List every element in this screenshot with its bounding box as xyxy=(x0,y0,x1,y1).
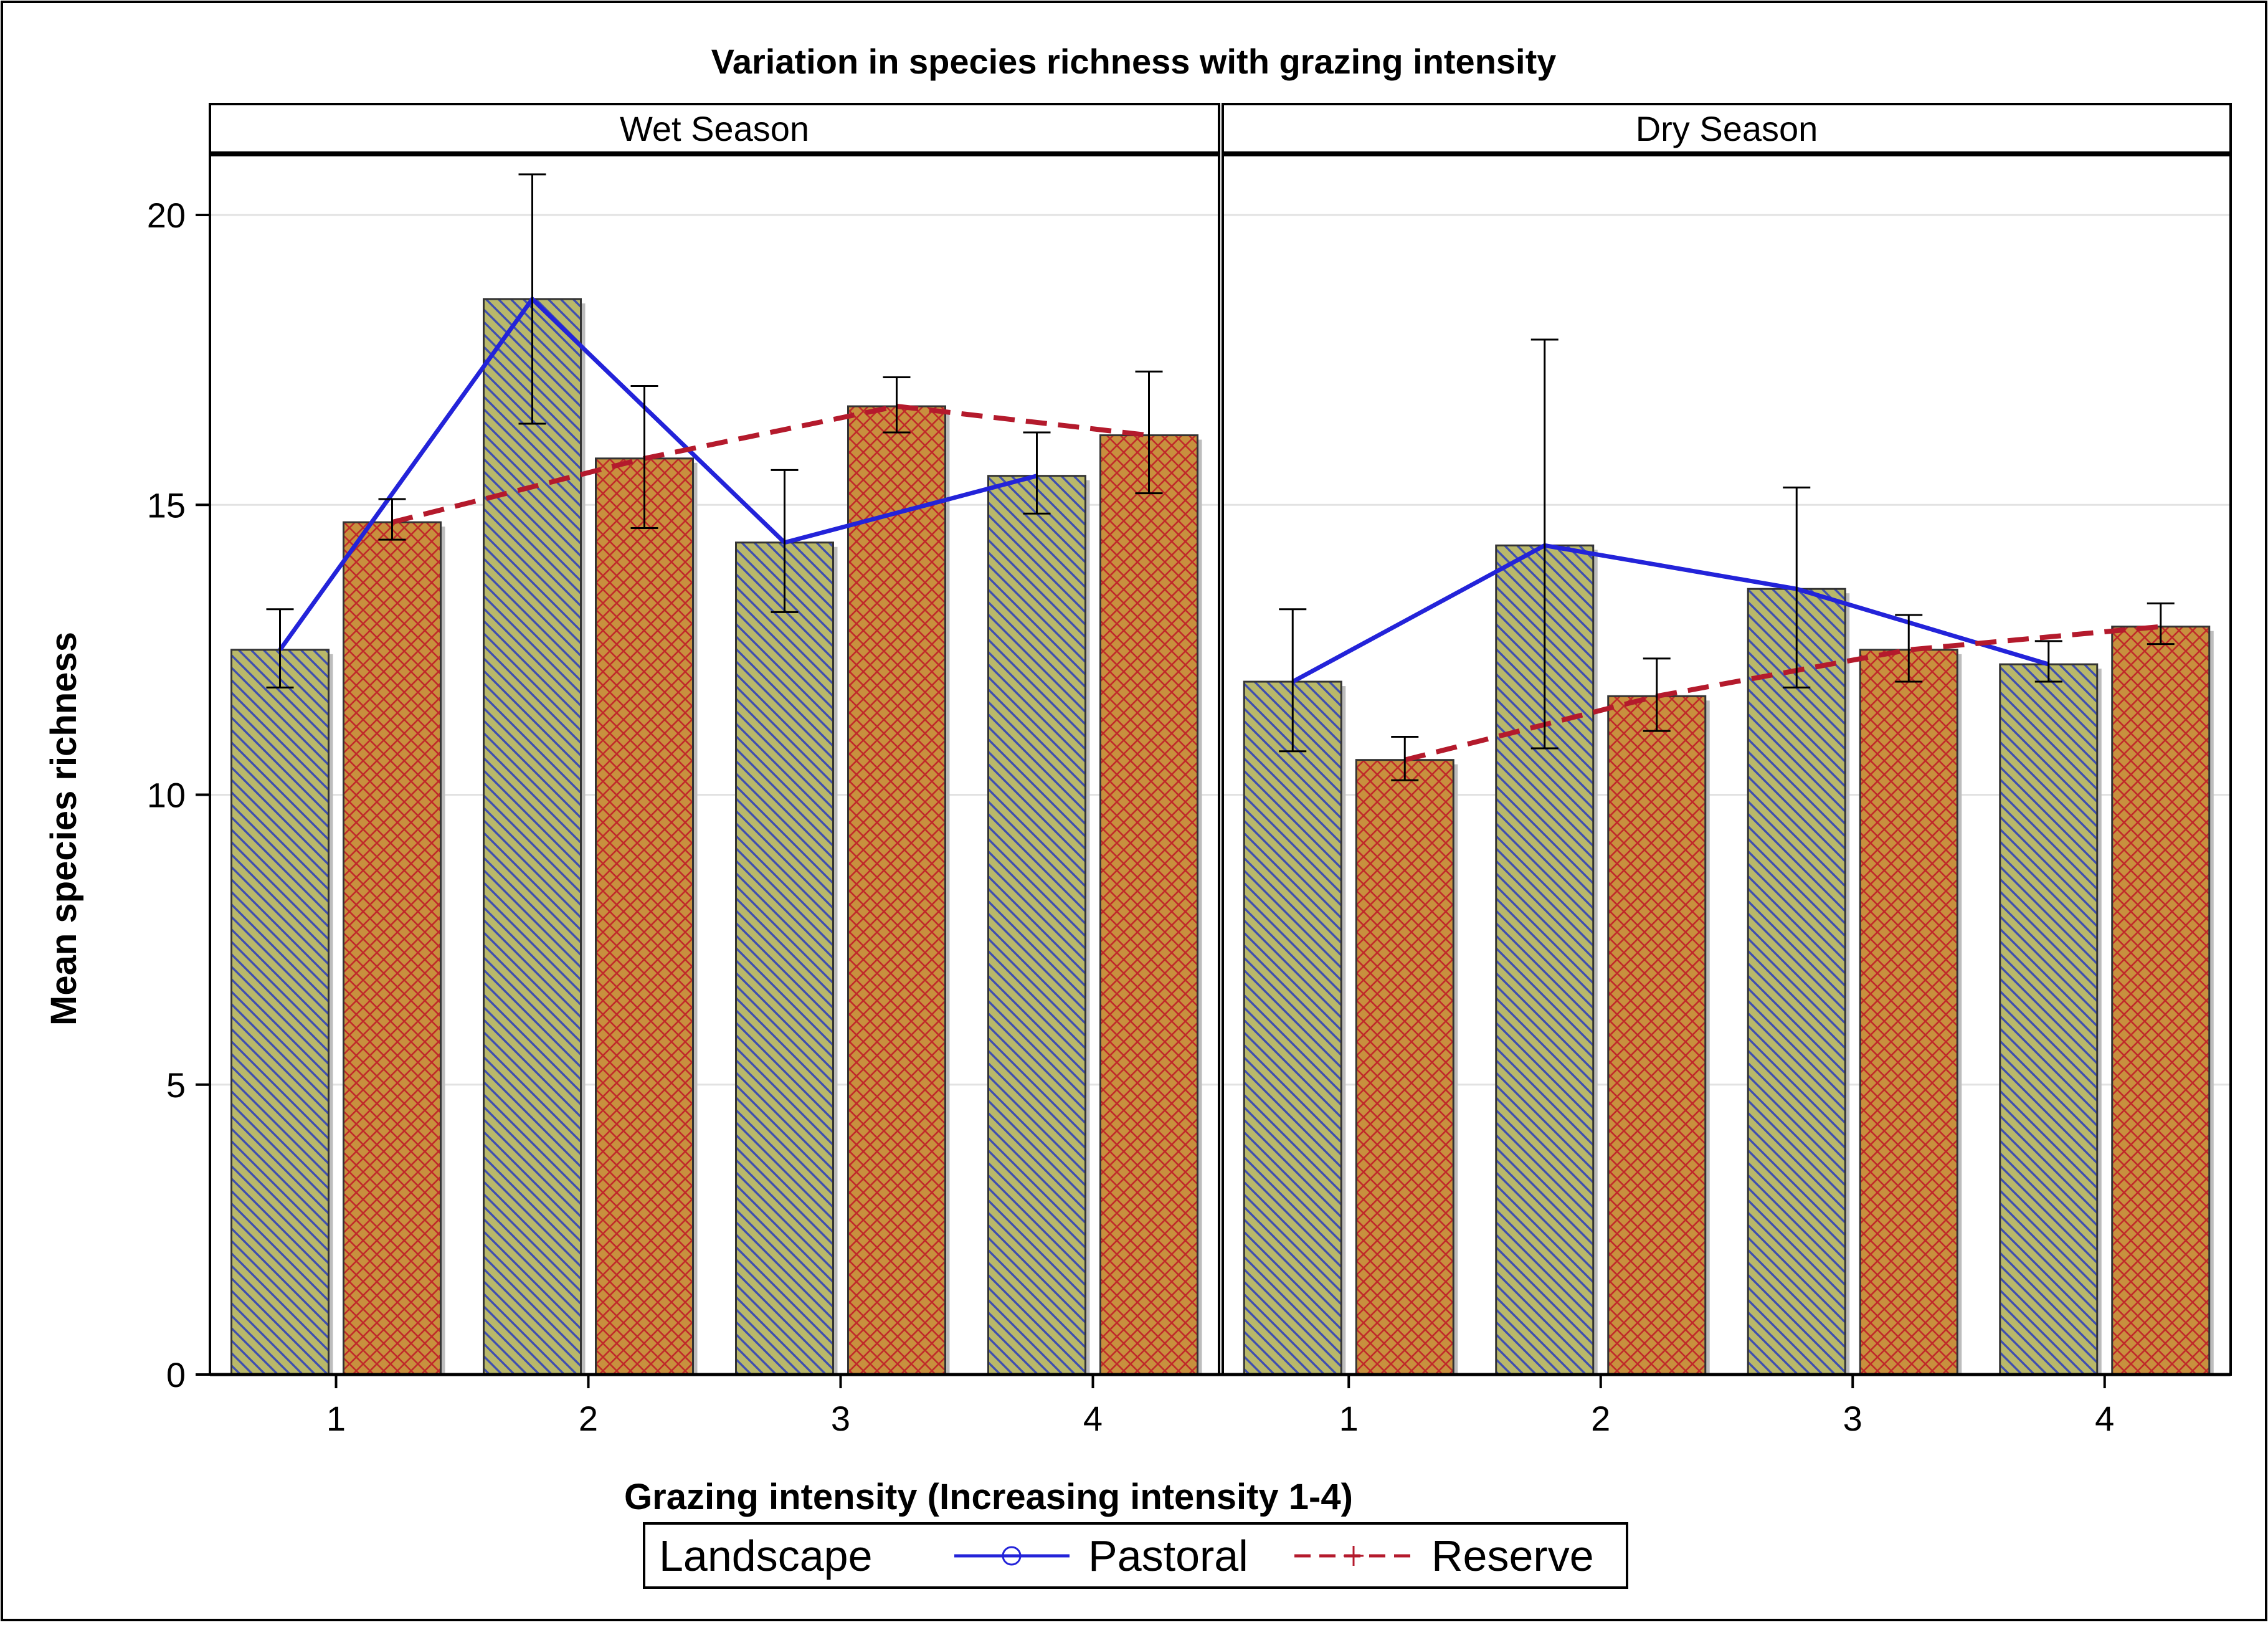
y-tick-label: 10 xyxy=(147,776,186,815)
bar-pastoral xyxy=(987,475,1086,1376)
x-tick-label: 4 xyxy=(2095,1399,2114,1438)
bar-reserve xyxy=(1607,695,1707,1376)
line-reserve xyxy=(391,404,1149,525)
panel-header-wet: Wet Season xyxy=(209,103,1220,154)
legend-box xyxy=(643,1522,1628,1589)
bar-pastoral xyxy=(1747,588,1846,1376)
bar-reserve xyxy=(2111,626,2211,1376)
bar-pastoral xyxy=(735,541,834,1376)
legend: Landscape Pastoral Reserve xyxy=(643,1522,1628,1589)
error-bars xyxy=(266,173,2175,781)
bar-pastoral xyxy=(1999,663,2099,1376)
line-pastoral xyxy=(1291,543,2049,684)
y-tick-label: 5 xyxy=(166,1065,186,1105)
y-axis-label: Mean species richness xyxy=(44,632,84,1026)
bar-reserve xyxy=(1859,649,1958,1376)
mean-lines xyxy=(278,295,2161,763)
bar-pastoral xyxy=(1243,680,1342,1376)
legend-title: Landscape xyxy=(659,1532,873,1580)
line-reserve xyxy=(1404,624,2161,763)
bar-reserve xyxy=(847,405,946,1376)
panel-title-dry: Dry Season xyxy=(1636,109,1818,148)
y-axis: 0 5 10 15 20 xyxy=(147,196,210,1394)
legend-reserve-label: Reserve xyxy=(1431,1532,1594,1580)
legend-pastoral-marker xyxy=(1002,1546,1022,1566)
bar-reserve xyxy=(1099,434,1198,1376)
bar-reserve xyxy=(595,457,694,1376)
y-tick-label: 0 xyxy=(166,1355,186,1394)
bar-reserve xyxy=(343,521,442,1376)
x-axis: 1 2 3 4 1 2 3 4 xyxy=(210,1373,2231,1438)
chart-title: Variation in species richness with grazi… xyxy=(711,42,1557,81)
y-tick-label: 20 xyxy=(147,196,186,235)
bar-pastoral xyxy=(483,298,582,1376)
legend-pastoral-label: Pastoral xyxy=(1088,1532,1248,1580)
legend-reserve-marker xyxy=(1344,1546,1364,1566)
bar-reserve xyxy=(1355,759,1454,1376)
bar-pastoral xyxy=(230,649,330,1376)
x-tick-label: 3 xyxy=(1843,1399,1862,1438)
line-pastoral xyxy=(278,295,1038,651)
x-tick-label: 2 xyxy=(1591,1399,1610,1438)
x-tick-label: 3 xyxy=(831,1399,850,1438)
x-tick-label: 1 xyxy=(326,1399,346,1438)
x-tick-label: 2 xyxy=(579,1399,598,1438)
panel-title-wet: Wet Season xyxy=(620,109,809,148)
x-tick-label: 4 xyxy=(1083,1399,1103,1438)
x-axis-label: Grazing intensity (Increasing intensity … xyxy=(624,1477,1353,1517)
x-tick-label: 1 xyxy=(1339,1399,1359,1438)
panel-header-dry: Dry Season xyxy=(1222,103,2232,154)
y-tick-label: 15 xyxy=(147,485,186,525)
